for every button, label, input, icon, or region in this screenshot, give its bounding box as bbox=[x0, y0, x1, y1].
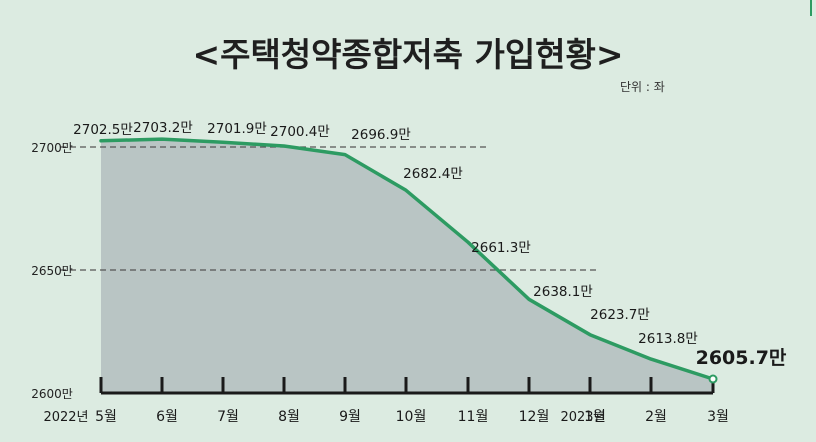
y-tick-label: 2600만 bbox=[31, 387, 73, 401]
last-point-marker bbox=[708, 374, 718, 384]
x-tick-label: 11월 bbox=[458, 409, 489, 425]
corner-accent bbox=[810, 0, 812, 16]
series-line bbox=[99, 137, 715, 381]
x-tick-label: 3월 bbox=[707, 409, 729, 425]
data-label: 2613.8만 bbox=[638, 331, 698, 347]
x-tick-label: 5월 bbox=[95, 409, 117, 425]
data-label: 2661.3만 bbox=[471, 240, 531, 256]
data-label: 2605.7만 bbox=[696, 347, 787, 369]
area-fill bbox=[101, 139, 713, 393]
data-label: 2696.9만 bbox=[351, 127, 411, 143]
x-tick-label: 6월 bbox=[156, 409, 178, 425]
x-tick-label: 9월 bbox=[339, 409, 361, 425]
data-label: 2703.2만 bbox=[133, 120, 193, 136]
data-label: 2623.7만 bbox=[590, 307, 650, 323]
x-tick-label: 7월 bbox=[217, 409, 239, 425]
year-label: 2023년 bbox=[560, 410, 605, 425]
x-tick-label: 1월 bbox=[584, 409, 606, 425]
data-label: 2682.4만 bbox=[403, 166, 463, 182]
x-tick-label: 2월 bbox=[645, 409, 667, 425]
data-label: 2702.5만 bbox=[73, 122, 133, 138]
chart-title: <주택청약종합저축 가입현황> bbox=[192, 35, 624, 74]
x-tick-label: 8월 bbox=[278, 409, 300, 425]
data-label: 2638.1만 bbox=[533, 284, 593, 300]
data-label: 2700.4만 bbox=[270, 124, 330, 140]
x-tick-label: 10월 bbox=[396, 409, 427, 425]
data-label: 2701.9만 bbox=[207, 121, 267, 137]
year-label: 2022년 bbox=[43, 410, 88, 425]
unit-label: 단위 : 좌 bbox=[620, 80, 665, 94]
y-tick-label: 2700만 bbox=[31, 141, 73, 155]
x-tick-label: 12월 bbox=[519, 409, 550, 425]
y-tick-label: 2650만 bbox=[31, 264, 73, 278]
